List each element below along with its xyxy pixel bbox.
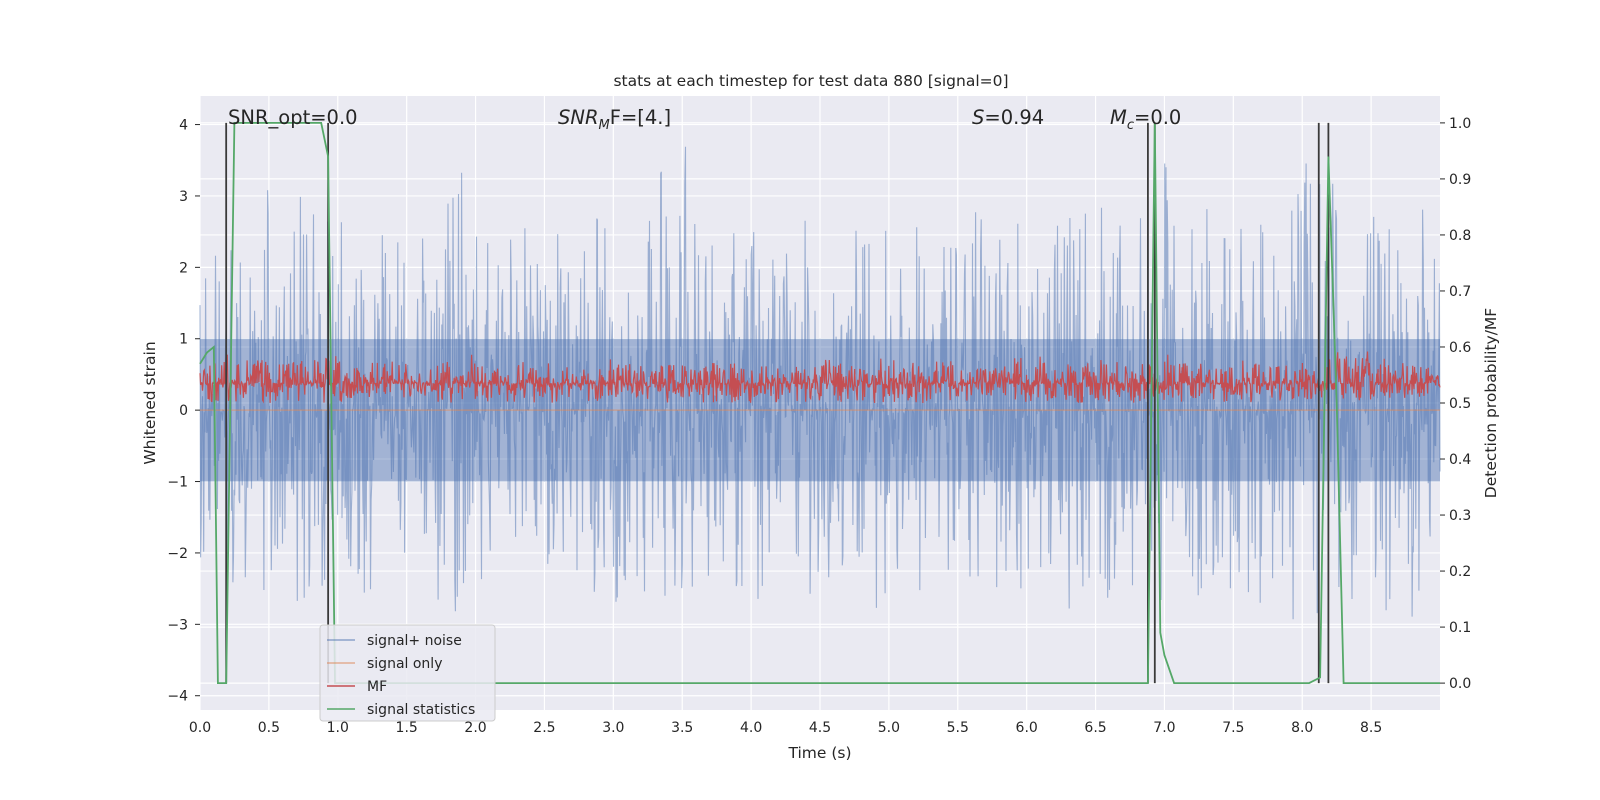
legend-label: MF xyxy=(367,679,387,695)
x-tick-label: 8.5 xyxy=(1360,720,1382,736)
annotation-mc-tail: =0.0 xyxy=(1134,106,1181,129)
y-right-tick-label: 0.5 xyxy=(1449,396,1471,412)
y-tick-label: −1 xyxy=(167,475,188,491)
x-tick-label: 1.5 xyxy=(396,720,418,736)
y-right-tick-label: 0.2 xyxy=(1449,564,1471,580)
x-tick-label: 4.0 xyxy=(740,720,762,736)
x-tick-label: 0.0 xyxy=(189,720,211,736)
legend-label: signal+ noise xyxy=(367,633,462,649)
x-tick-label: 7.5 xyxy=(1222,720,1244,736)
x-tick-label: 3.5 xyxy=(671,720,693,736)
annotation-s-tail: =0.94 xyxy=(984,106,1044,129)
y-tick-label: −4 xyxy=(167,689,188,705)
y-tick-label: −3 xyxy=(167,617,188,633)
y-tick-label: 3 xyxy=(179,189,188,205)
x-tick-label: 8.0 xyxy=(1291,720,1313,736)
y-right-tick-label: 0.0 xyxy=(1449,676,1471,692)
annotation-snr-mf-tail: F=[4.] xyxy=(610,106,671,129)
annotation-snr-opt: SNR_opt=0.0 xyxy=(228,106,358,129)
y-right-tick-label: 0.9 xyxy=(1449,172,1471,188)
x-tick-label: 6.5 xyxy=(1084,720,1106,736)
legend: signal+ noise signal only MF signal statist… xyxy=(319,624,496,722)
y-axis-label: Whitened strain xyxy=(141,341,159,464)
x-tick-label: 7.0 xyxy=(1153,720,1175,736)
series-mf xyxy=(199,351,1441,404)
x-axis-label: Time (s) xyxy=(787,744,851,762)
annotation-mc: Mc=0.0 xyxy=(1110,106,1181,133)
legend-label: signal only xyxy=(367,656,442,672)
x-tick-label: 5.0 xyxy=(878,720,900,736)
annotation-snr-mf: SNRMF=[4.] xyxy=(558,106,671,133)
y-tick-label: 0 xyxy=(179,403,188,419)
x-tick-label: 6.0 xyxy=(1016,720,1038,736)
legend-label: signal statistics xyxy=(367,702,475,718)
annotation-snr-mf-base: SNR xyxy=(558,106,599,129)
series-layer xyxy=(199,122,1441,684)
y-tick-label: −2 xyxy=(167,546,188,562)
x-tick-label: 0.5 xyxy=(258,720,280,736)
legend-box xyxy=(319,624,496,722)
y-tick-label: 2 xyxy=(179,260,188,276)
y-right-tick-label: 0.3 xyxy=(1449,508,1471,524)
x-tick-label: 3.0 xyxy=(602,720,624,736)
chart-title: stats at each timestep for test data 880… xyxy=(613,72,1008,90)
annotation-mc-sub: c xyxy=(1127,118,1134,133)
x-tick-label: 2.5 xyxy=(533,720,555,736)
y-right-tick-label: 1.0 xyxy=(1449,116,1471,132)
y-tick-label: 1 xyxy=(179,332,188,348)
x-tick-label: 4.5 xyxy=(809,720,831,736)
y-right-tick-label: 0.1 xyxy=(1449,620,1471,636)
y-right-tick-label: 0.7 xyxy=(1449,284,1471,300)
y-right-tick-label: 0.6 xyxy=(1449,340,1471,356)
y-right-tick-label: 0.8 xyxy=(1449,228,1471,244)
tick-labels: 0.0 0.5 1.0 1.5 2.0 2.5 3.0 3.5 4.0 4.5 5.0 5.5 6.0 6… xyxy=(167,116,1471,736)
series-signal-statistics xyxy=(199,122,1440,684)
x-tick-label: 1.0 xyxy=(327,720,349,736)
annotation-mc-base: M xyxy=(1110,106,1127,129)
y-tick-label: 4 xyxy=(179,118,188,134)
x-tick-label: 5.5 xyxy=(947,720,969,736)
x-tick-label: 2.0 xyxy=(464,720,486,736)
y-right-tick-label: 0.4 xyxy=(1449,452,1471,468)
annotation-snr-mf-sub: M xyxy=(599,118,610,133)
y-axis-right-label: Detection probability/MF xyxy=(1482,308,1500,499)
annotation-s-base: S xyxy=(972,106,984,129)
annotation-s: S=0.94 xyxy=(972,106,1044,129)
